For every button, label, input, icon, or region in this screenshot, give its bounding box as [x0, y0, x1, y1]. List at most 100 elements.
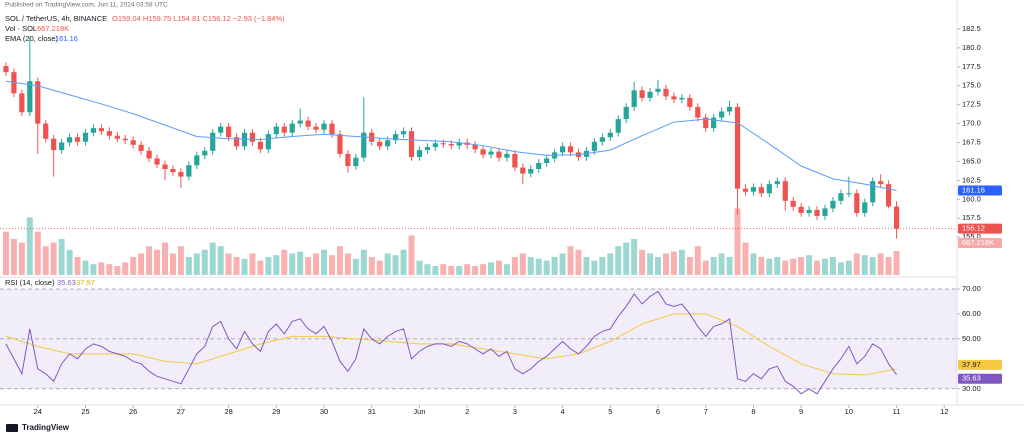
volume-bar — [297, 251, 304, 275]
ema-last-tag: 161.16 — [962, 186, 985, 195]
volume-bar — [313, 253, 320, 275]
candle-body — [297, 120, 303, 124]
brand: TradingView — [22, 423, 70, 432]
candle-body — [567, 146, 574, 153]
volume-bar — [98, 262, 105, 275]
candle-body — [750, 187, 757, 192]
volume-bar — [456, 266, 463, 275]
candle-body — [472, 144, 478, 150]
candle-body — [281, 126, 287, 133]
volume-bar — [591, 260, 598, 275]
rsi-ma-legend-value: 37.97 — [76, 278, 95, 287]
volume-bar — [82, 260, 89, 275]
candle-body — [329, 123, 335, 135]
candle-body — [114, 135, 120, 139]
volume-legend-value: 667.218K — [37, 24, 69, 33]
volume-bar — [678, 249, 685, 275]
candle-body — [106, 131, 112, 136]
candle-body — [726, 106, 733, 112]
volume-bar — [710, 257, 717, 275]
volume-bar — [885, 257, 892, 275]
rsi-legend-value: 35.63 — [57, 278, 76, 287]
x-tick-label: 7 — [704, 407, 708, 416]
volume-bar — [66, 249, 73, 275]
candle-body — [202, 150, 208, 156]
volume-bar — [464, 264, 471, 275]
candle-body — [162, 164, 168, 170]
volume-bar — [122, 262, 129, 275]
volume-bar — [806, 255, 813, 275]
y-tick-label: 180.0 — [962, 43, 981, 52]
candle-body — [432, 143, 438, 148]
x-tick-label: 24 — [34, 407, 42, 416]
y-tick-label: 60.00 — [962, 309, 981, 318]
candle-body — [393, 134, 399, 141]
candle-body — [400, 131, 407, 135]
volume-bar — [583, 257, 590, 275]
candle-body — [488, 151, 494, 155]
volume-bar — [615, 246, 622, 275]
volume-bar — [814, 260, 821, 275]
volume-bar — [2, 231, 9, 275]
candle-body — [814, 209, 820, 216]
volume-bar — [146, 246, 153, 275]
volume-bar — [201, 249, 208, 275]
candle-body — [774, 181, 780, 185]
volume-bar — [845, 260, 852, 275]
volume-bar — [519, 253, 526, 275]
candle-body — [846, 193, 852, 195]
volume-bar — [273, 255, 280, 275]
candle-body — [249, 132, 256, 142]
volume-bar — [829, 257, 836, 275]
rsi-ma-line — [5, 313, 897, 376]
candle-body — [305, 120, 311, 127]
volume-bar — [575, 249, 582, 275]
x-tick-label: 8 — [751, 407, 755, 416]
volume-bar — [360, 249, 367, 275]
volume-last-tag-bg — [958, 237, 1002, 248]
volume-bar — [185, 257, 192, 275]
candle-body — [82, 132, 89, 142]
candle-body — [655, 88, 661, 92]
y-tick-label: 175.0 — [962, 81, 981, 90]
volume-bar — [169, 253, 176, 275]
candle-body — [822, 208, 828, 216]
y-tick-label: 30.00 — [962, 384, 981, 393]
candle-body — [19, 93, 25, 113]
volume-bar — [336, 246, 343, 275]
candle-body — [43, 123, 49, 139]
volume-bar — [798, 257, 805, 275]
volume-bar — [543, 260, 550, 275]
candle-body — [456, 142, 462, 146]
candle-body — [74, 137, 81, 142]
candle-body — [679, 97, 685, 100]
rsi-ma-tag-bg — [958, 359, 1002, 370]
volume-bar — [177, 246, 184, 275]
x-tick-label: 28 — [224, 407, 232, 416]
volume-bar — [241, 258, 248, 275]
candle-body — [591, 141, 597, 151]
ema-last-tag-bg — [958, 185, 1002, 196]
x-tick-label: 4 — [561, 407, 565, 416]
candle-body — [878, 181, 884, 185]
volume-bar — [480, 264, 487, 275]
candle-body — [218, 126, 224, 133]
candle-body — [663, 88, 669, 97]
candle-body — [154, 158, 160, 165]
candle-body — [289, 123, 295, 133]
volume-bar — [551, 257, 558, 275]
candle-body — [559, 146, 566, 153]
candle-body — [528, 169, 534, 174]
candle-body — [313, 126, 319, 130]
y-tick-label: 160.0 — [962, 194, 981, 203]
volume-bar — [726, 257, 733, 275]
volume-bar — [344, 253, 351, 275]
candle-body — [146, 150, 152, 159]
volume-bar — [599, 257, 606, 275]
candle-body — [711, 117, 717, 129]
candle-body — [703, 117, 709, 129]
volume-bar — [686, 257, 693, 275]
volume-bar — [328, 255, 335, 275]
volume-bar — [647, 253, 654, 275]
volume-bar — [265, 257, 272, 275]
